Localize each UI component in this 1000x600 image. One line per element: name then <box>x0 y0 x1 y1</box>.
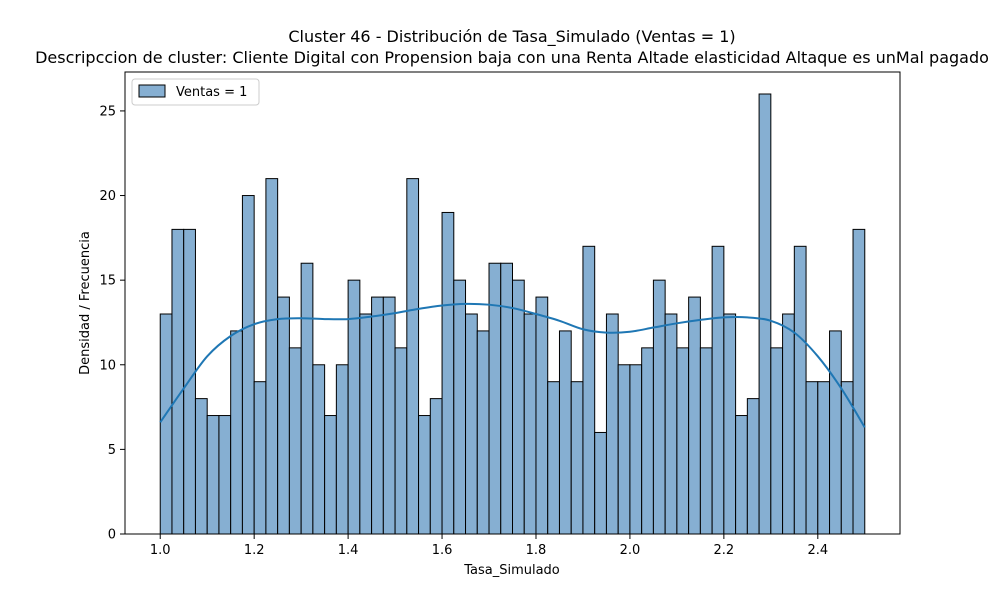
histogram-bar <box>641 347 654 535</box>
bars-layer <box>159 93 866 535</box>
histogram-bar <box>194 398 208 535</box>
histogram-bar <box>605 313 619 535</box>
y-tick-label: 10 <box>99 358 116 373</box>
histogram-bar <box>453 279 467 535</box>
kde-line <box>159 302 866 428</box>
x-tick-label: 2.4 <box>807 543 828 558</box>
histogram-bar <box>664 313 678 535</box>
histogram-bar <box>394 347 408 535</box>
histogram-bar <box>676 347 690 535</box>
histogram-bar <box>829 330 842 535</box>
histogram-bar <box>770 347 784 535</box>
histogram-bar <box>441 211 455 535</box>
histogram-bar <box>371 296 384 535</box>
histogram-bar <box>241 195 255 535</box>
histogram-bar <box>652 279 666 535</box>
x-axis-label: Tasa_Simulado <box>463 563 560 578</box>
histogram-bar <box>488 262 502 535</box>
histogram-bar <box>735 415 748 535</box>
chart-title: Cluster 46 - Distribución de Tasa_Simula… <box>288 27 735 47</box>
histogram-bar <box>805 381 819 535</box>
histogram-bar <box>852 228 866 535</box>
legend-label: Ventas = 1 <box>176 85 247 100</box>
histogram-bar <box>570 381 584 535</box>
histogram-bar <box>429 398 443 535</box>
histogram-bar <box>793 245 807 535</box>
x-tick-label: 1.2 <box>244 543 265 558</box>
histogram-bar <box>547 381 560 535</box>
chart-subtitle: Descripccion de cluster: Cliente Digital… <box>35 48 989 67</box>
histogram-bar <box>688 296 701 535</box>
x-tick-label: 1.6 <box>432 543 453 558</box>
histogram-bar <box>782 313 795 535</box>
histogram-bar <box>288 347 302 535</box>
histogram-bar <box>582 245 596 535</box>
x-tick-label: 2.2 <box>714 543 735 558</box>
x-tick-label: 1.4 <box>338 543 359 558</box>
histogram-bar <box>218 415 232 535</box>
histogram-bar <box>723 313 737 535</box>
histogram-bar <box>406 178 420 535</box>
histogram-bar <box>594 431 607 535</box>
x-axis-ticks: 1.0 1.2 1.4 1.6 1.8 2.0 2.2 2.4 <box>150 534 828 558</box>
y-tick-label: 25 <box>99 104 116 119</box>
histogram-bar <box>359 313 373 535</box>
y-axis-ticks: 0 5 10 15 20 25 <box>99 104 125 543</box>
histogram-bar <box>476 330 490 535</box>
y-tick-label: 5 <box>108 443 116 458</box>
histogram-bar <box>418 415 431 535</box>
legend-swatch <box>138 84 166 98</box>
histogram-bar <box>312 364 326 535</box>
histogram-bar <box>500 262 514 535</box>
histogram-bar <box>171 228 185 535</box>
legend: Ventas = 1 <box>131 78 260 106</box>
histogram-bar <box>465 313 478 535</box>
x-tick-label: 1.0 <box>150 543 171 558</box>
y-tick-label: 20 <box>99 189 116 204</box>
histogram-bar <box>382 296 396 535</box>
histogram-bar <box>206 415 220 535</box>
histogram-bar <box>558 330 572 535</box>
kde-layer <box>159 302 866 428</box>
histogram-bar <box>512 279 525 535</box>
histogram-bar <box>324 415 337 535</box>
x-tick-label: 2.0 <box>620 543 641 558</box>
y-tick-label: 0 <box>108 528 116 543</box>
x-tick-label: 1.8 <box>526 543 547 558</box>
histogram-bar <box>300 262 314 535</box>
plot-frame <box>124 71 901 535</box>
histogram-bar <box>699 347 713 535</box>
histogram-bar <box>159 313 173 535</box>
histogram-bar <box>629 364 643 535</box>
histogram-bar <box>711 245 725 535</box>
y-axis-label: Densidad / Frecuencia <box>78 231 93 375</box>
histogram-bar <box>277 296 290 535</box>
y-tick-label: 15 <box>99 274 116 289</box>
histogram-bar <box>817 381 831 535</box>
histogram-bar <box>535 296 549 535</box>
histogram-bar <box>265 178 279 535</box>
histogram-bar <box>230 330 243 535</box>
histogram-bar <box>335 364 349 535</box>
histogram-bar <box>523 313 537 535</box>
histogram-bar <box>253 381 267 535</box>
histogram-bar <box>617 364 631 535</box>
histogram-bar <box>758 93 772 535</box>
histogram-bar <box>746 398 760 535</box>
